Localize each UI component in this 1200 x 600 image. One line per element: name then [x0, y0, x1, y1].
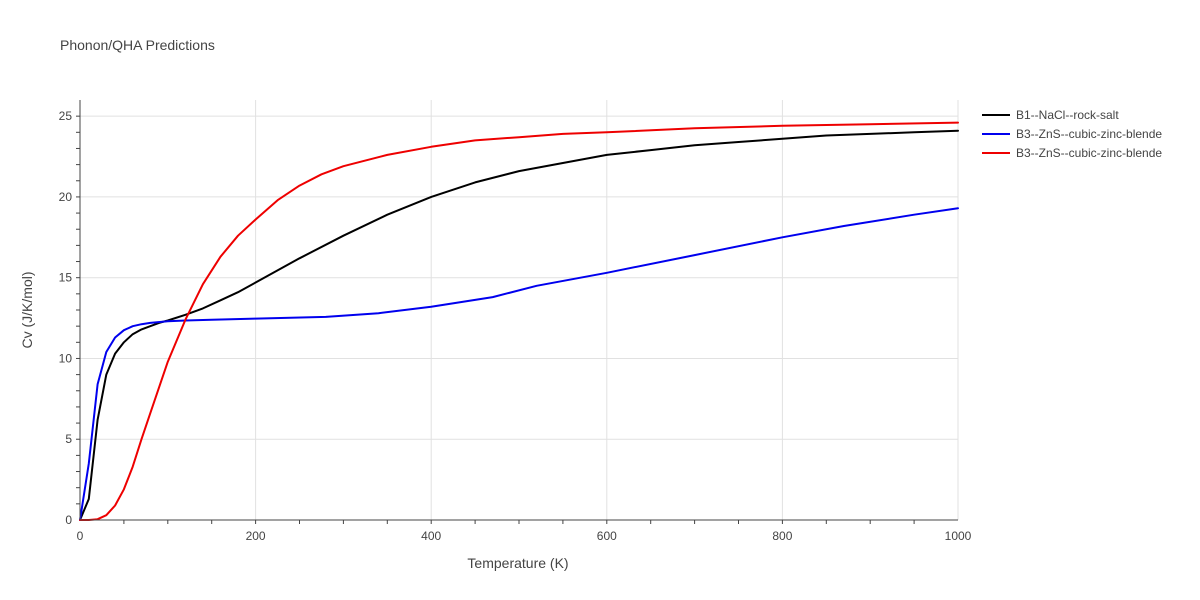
legend-item-1[interactable]: B1--NaCl--rock-salt [982, 108, 1119, 122]
chart-title: Phonon/QHA Predictions [60, 37, 215, 53]
legend-item-2[interactable]: B3--ZnS--cubic-zinc-blende [982, 127, 1162, 141]
y-tick-label: 0 [65, 513, 72, 527]
y-tick-label: 10 [59, 351, 73, 365]
x-tick-label: 0 [77, 529, 84, 543]
axes: 0 200 400 600 800 1000 0 5 10 15 20 25 [59, 100, 972, 543]
legend-label: B3--ZnS--cubic-zinc-blende [1016, 127, 1162, 141]
legend-label: B3--ZnS--cubic-zinc-blende [1016, 146, 1162, 160]
x-tick-label: 600 [597, 529, 617, 543]
series-line-2 [79, 207, 959, 521]
x-tick-label: 400 [421, 529, 441, 543]
y-axis-title: Cv (J/K/mol) [19, 272, 35, 349]
x-tick-label: 1000 [945, 529, 972, 543]
legend-item-3[interactable]: B3--ZnS--cubic-zinc-blende [982, 146, 1162, 160]
y-tick-label: 25 [59, 109, 73, 123]
y-tick-label: 20 [59, 190, 73, 204]
x-tick-label: 800 [772, 529, 792, 543]
x-axis-title: Temperature (K) [467, 555, 568, 571]
series-line-1 [79, 129, 959, 521]
x-tick-label: 200 [246, 529, 266, 543]
legend[interactable]: B1--NaCl--rock-salt B3--ZnS--cubic-zinc-b… [982, 108, 1162, 160]
legend-label: B1--NaCl--rock-salt [1016, 108, 1119, 122]
y-tick-label: 15 [59, 271, 73, 285]
plot-area [79, 121, 959, 521]
series-line-3 [79, 121, 959, 521]
grid [80, 100, 959, 520]
y-tick-label: 5 [65, 432, 72, 446]
